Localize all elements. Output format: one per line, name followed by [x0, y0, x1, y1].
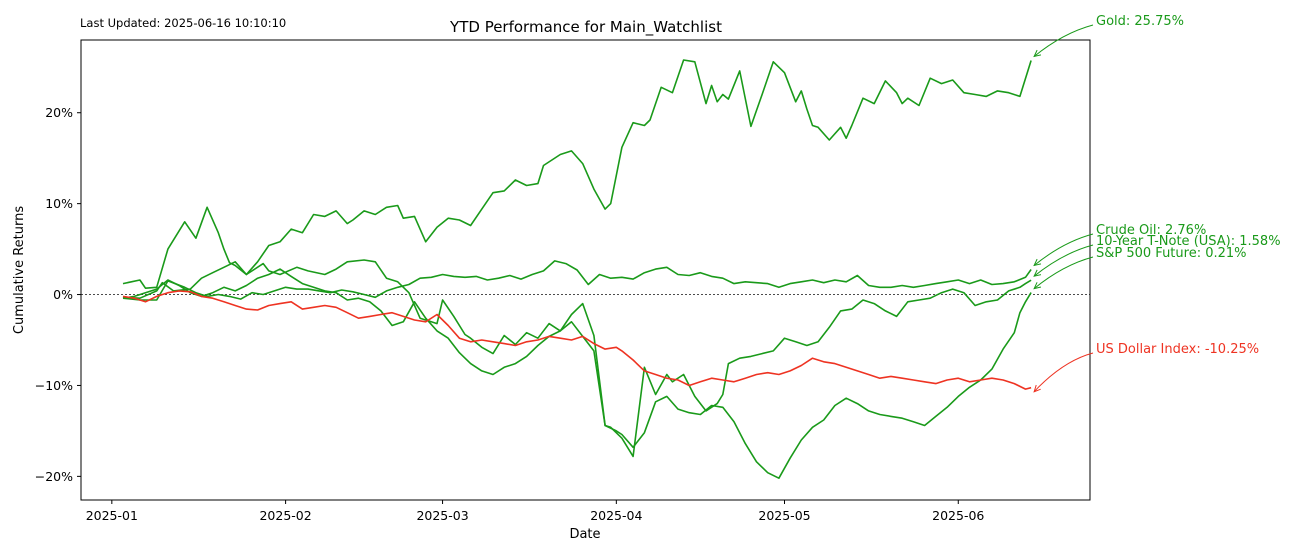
annotation-arrowhead — [1033, 49, 1042, 58]
last-updated-label: Last Updated: 2025-06-16 10:10:10 — [80, 16, 286, 30]
y-tick-label: 10% — [45, 196, 73, 211]
x-tick-label: 2025-05 — [758, 508, 810, 523]
annotation-arrowhead — [1033, 269, 1042, 277]
series-end-label: US Dollar Index: -10.25% — [1096, 342, 1259, 357]
y-tick-label: 20% — [45, 105, 73, 120]
series-line-10-year-t-note-usa — [122, 259, 1032, 458]
series-line-s-p-500-future — [122, 268, 1032, 480]
plot-area-frame — [80, 39, 1091, 501]
annotation-arrow — [1033, 256, 1094, 289]
x-tick-label: 2025-03 — [416, 508, 468, 523]
series-end-label: 10-Year T-Note (USA): 1.58% — [1096, 234, 1281, 249]
x-axis-title: Date — [569, 527, 600, 542]
series-end-label: S&P 500 Future: 0.21% — [1096, 246, 1247, 261]
y-tick-label: −10% — [35, 378, 73, 393]
series-end-label: Gold: 25.75% — [1096, 14, 1184, 29]
annotation-arrow — [1033, 352, 1094, 393]
series-line-gold — [122, 59, 1032, 290]
series-line-crude-oil — [122, 260, 1032, 301]
x-tick-label: 2025-04 — [590, 508, 642, 523]
x-tick-label: 2025-02 — [259, 508, 311, 523]
x-tick-label: 2025-06 — [932, 508, 984, 523]
annotation-arrowhead — [1033, 384, 1041, 393]
series-line-us-dollar-index — [122, 290, 1032, 390]
annotation-arrow — [1033, 24, 1094, 57]
annotation-arrowhead — [1033, 258, 1042, 267]
annotation-arrow — [1033, 244, 1094, 277]
series-end-label: Crude Oil: 2.76% — [1096, 223, 1206, 238]
chart-title: YTD Performance for Main_Watchlist — [449, 18, 722, 37]
y-tick-label: −20% — [35, 469, 73, 484]
y-tick-label: 0% — [53, 287, 73, 302]
annotation-arrowhead — [1033, 282, 1042, 290]
y-axis-title: Cumulative Returns — [12, 206, 27, 334]
annotation-arrow — [1033, 233, 1094, 266]
x-tick-label: 2025-01 — [86, 508, 138, 523]
